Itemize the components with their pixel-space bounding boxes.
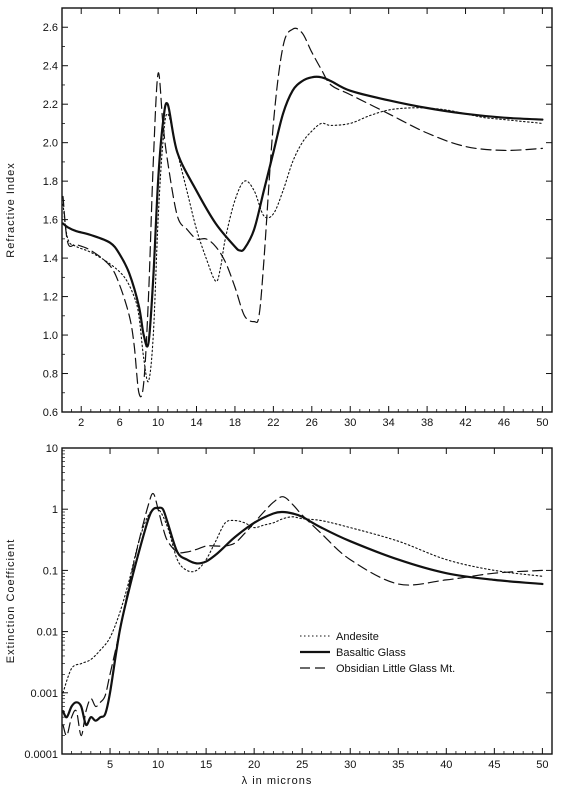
series-line-obsidian-little-glass-mt <box>62 27 543 398</box>
y-tick-label: 1.8 <box>43 176 58 188</box>
plot-frame <box>61 7 553 413</box>
x-tick-label: 40 <box>440 759 452 771</box>
x-tick-label: 30 <box>344 759 356 771</box>
x-tick-label: 10 <box>152 417 164 429</box>
y-tick-label: 1.6 <box>43 215 58 227</box>
x-tick-label: 26 <box>306 417 318 429</box>
x-tick-label: 14 <box>190 417 202 429</box>
y-tick-label: 1.0 <box>43 330 58 342</box>
legend: Andesite Basaltic Glass Obsidian Little Gl… <box>300 631 455 675</box>
x-tick-label: 42 <box>459 417 471 429</box>
legend-label: Basaltic Glass <box>336 647 406 659</box>
x-axis-title: λ in microns <box>242 775 313 787</box>
extinction-coefficient-chart: 5 10 15 20 25 30 35 40 45 50 0.0001 0.001 0.01 0.1 1 10… <box>5 443 553 787</box>
y-tick-label: 10 <box>46 443 58 455</box>
y-tick-label: 2.4 <box>43 61 58 73</box>
series-line-andesite <box>62 507 543 694</box>
x-tick-label: 10 <box>152 759 164 771</box>
y-axis-title: Refractive Index <box>5 162 17 257</box>
series-line-basaltic-glass <box>61 506 544 727</box>
series-line-obsidian-little-glass-mt <box>62 492 543 737</box>
y-tick-label: 1.2 <box>43 292 58 304</box>
x-tick-label: 34 <box>383 417 395 429</box>
series-line-basaltic-glass <box>61 75 544 348</box>
x-tick-label: 25 <box>296 759 308 771</box>
x-tick-label: 38 <box>421 417 433 429</box>
y-tick-label: 0.01 <box>37 627 58 639</box>
series-line-andesite <box>62 107 543 383</box>
legend-label: Andesite <box>336 631 379 643</box>
y-tick-label: 1 <box>52 504 58 516</box>
x-tick-label: 46 <box>498 417 510 429</box>
y-tick-label: 0.8 <box>43 369 58 381</box>
legend-label: Obsidian Little Glass Mt. <box>336 663 455 675</box>
x-tick-label: 2 <box>78 417 84 429</box>
x-tick-label: 6 <box>117 417 123 429</box>
y-tick-label: 2.0 <box>43 138 58 150</box>
refractive-index-chart: 2 6 10 14 18 22 26 30 34 38 42 46 500.60.81.01.21.41… <box>5 7 553 429</box>
x-tick-label: 5 <box>107 759 113 771</box>
x-tick-label: 50 <box>536 417 548 429</box>
x-tick-label: 18 <box>229 417 241 429</box>
x-tick-label: 35 <box>392 759 404 771</box>
x-tick-label: 30 <box>344 417 356 429</box>
y-tick-label: 0.001 <box>30 688 58 700</box>
y-tick-label: 0.6 <box>43 407 58 419</box>
x-tick-label: 50 <box>536 759 548 771</box>
plot-frame <box>61 447 553 755</box>
y-tick-label: 2.6 <box>43 22 58 34</box>
x-tick-label: 22 <box>267 417 279 429</box>
y-tick-label: 2.2 <box>43 99 58 111</box>
x-tick-label: 20 <box>248 759 260 771</box>
y-tick-label: 0.1 <box>43 565 58 577</box>
y-axis-title: Extinction Coefficient <box>5 539 17 664</box>
y-tick-label: 0.0001 <box>24 749 58 761</box>
x-tick-label: 15 <box>200 759 212 771</box>
x-tick-label: 45 <box>488 759 500 771</box>
y-tick-label: 1.4 <box>43 253 58 265</box>
